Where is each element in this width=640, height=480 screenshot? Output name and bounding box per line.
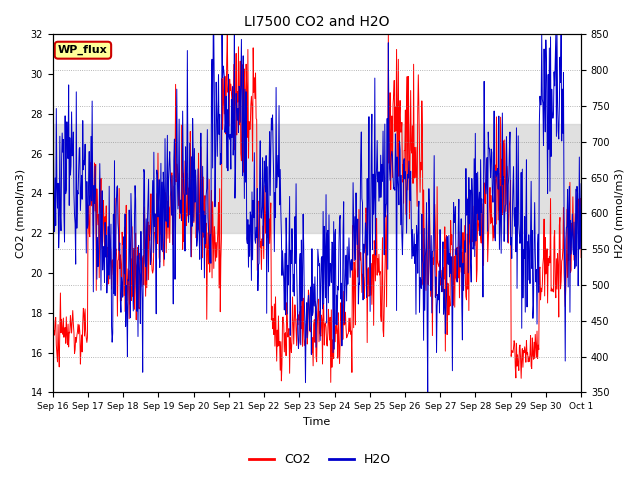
X-axis label: Time: Time xyxy=(303,417,331,427)
Text: WP_flux: WP_flux xyxy=(58,45,108,55)
Legend: CO2, H2O: CO2, H2O xyxy=(244,448,396,471)
Y-axis label: H2O (mmol/m3): H2O (mmol/m3) xyxy=(615,168,625,258)
Bar xyxy=(52,124,581,233)
Y-axis label: CO2 (mmol/m3): CO2 (mmol/m3) xyxy=(15,169,25,258)
Title: LI7500 CO2 and H2O: LI7500 CO2 and H2O xyxy=(244,15,390,29)
